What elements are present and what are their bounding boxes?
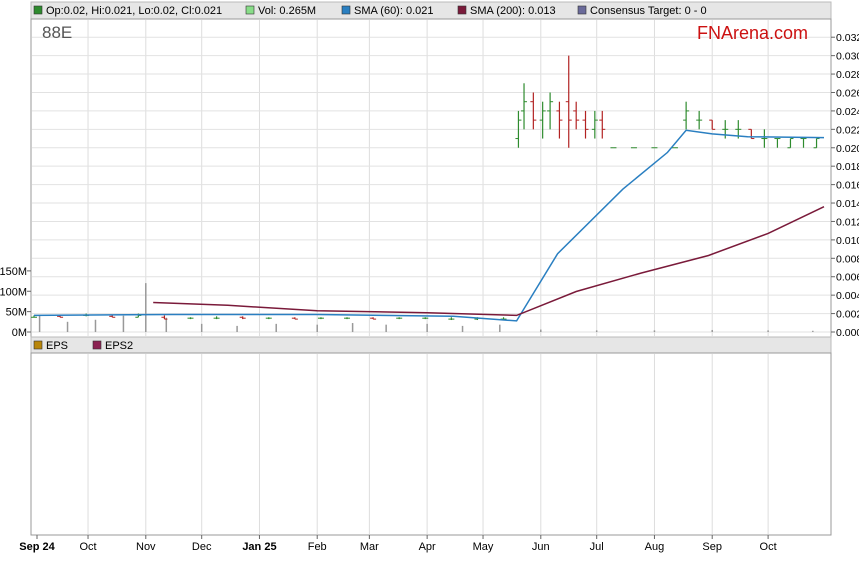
month-label: Dec	[192, 541, 212, 553]
month-label: Oct	[79, 541, 96, 553]
eps-legend-items: EPS EPS2	[33, 340, 133, 352]
month-label: Aug	[645, 541, 665, 553]
price-tick-label: 0.028	[836, 69, 859, 81]
eps-legend-label: EPS	[46, 340, 68, 352]
legend-label: Consensus Target: 0 - 0	[590, 5, 707, 17]
price-tick-label: 0.018	[836, 161, 859, 173]
sma-line-200	[153, 206, 825, 317]
price-tick-label: 0.010	[836, 235, 859, 247]
volume-tick-label: 0M	[12, 327, 27, 339]
legend-label: SMA (60): 0.021	[354, 5, 434, 17]
price-tick-label: 0.004	[836, 290, 859, 302]
month-axis: Sep 24 Oct Nov Dec Jan 25 Feb Mar Apr May Jun Jul A…	[19, 535, 777, 553]
eps-panel	[30, 352, 832, 536]
eps-legend-bar	[30, 336, 832, 354]
sma-lines	[33, 129, 825, 322]
price-tick-label: 0.024	[836, 106, 859, 118]
legend-swatch	[577, 5, 587, 15]
price-tick-label: 0.002	[836, 309, 859, 321]
month-label: Feb	[308, 541, 327, 553]
volume-bars	[38, 283, 814, 332]
legend-label: Vol: 0.265M	[258, 5, 316, 17]
price-tick-label: 0.020	[836, 143, 859, 155]
price-tick-label: 0.016	[836, 180, 859, 192]
eps-legend-swatch	[33, 340, 43, 350]
sma-line-60	[33, 129, 825, 322]
volume-tick-label: 50M	[6, 307, 27, 319]
month-label: May	[473, 541, 494, 553]
price-tick-label: 0.026	[836, 87, 859, 99]
legend-swatch	[341, 5, 351, 15]
ticker-label: 88E	[42, 23, 72, 42]
eps-legend-label: EPS2	[105, 340, 133, 352]
price-tick-label: 0.008	[836, 253, 859, 265]
legend-items: Op:0.02, Hi:0.021, Lo:0.02, Cl:0.021 Vol:…	[33, 5, 707, 17]
month-label: Sep	[702, 541, 722, 553]
price-tick-label: 0.030	[836, 51, 859, 63]
legend-swatch	[245, 5, 255, 15]
price-panel	[30, 18, 832, 338]
month-label: Oct	[760, 541, 777, 553]
month-label: Jul	[590, 541, 604, 553]
price-tick-label: 0.006	[836, 272, 859, 284]
price-tick-label: 0.032	[836, 32, 859, 44]
legend-label: Op:0.02, Hi:0.021, Lo:0.02, Cl:0.021	[46, 5, 222, 17]
month-label: Mar	[360, 541, 379, 553]
month-label: Jun	[532, 541, 550, 553]
volume-tick-label: 150M	[0, 266, 27, 278]
month-label: Nov	[136, 541, 156, 553]
price-tick-label: 0.014	[836, 198, 859, 210]
price-tick-label: 0.000	[836, 327, 859, 339]
legend-swatch	[33, 5, 43, 15]
legend-swatch	[457, 5, 467, 15]
eps-legend-swatch	[92, 340, 102, 350]
brand-logo: FNArena.com	[697, 23, 808, 43]
month-label: Jan 25	[242, 541, 276, 553]
month-label: Sep 24	[19, 541, 55, 553]
volume-axis: 150M 100M 50M 0M	[0, 266, 31, 339]
price-axis: 0.032 0.030 0.028 0.026 0.024 0.022 0.020 0.018…	[831, 32, 859, 339]
eps-grid-lines	[87, 354, 769, 534]
legend-label: SMA (200): 0.013	[470, 5, 556, 17]
price-bars	[31, 55, 820, 321]
price-tick-label: 0.012	[836, 216, 859, 228]
month-label: Apr	[419, 541, 436, 553]
volume-tick-label: 100M	[0, 286, 27, 298]
price-tick-label: 0.022	[836, 124, 859, 136]
